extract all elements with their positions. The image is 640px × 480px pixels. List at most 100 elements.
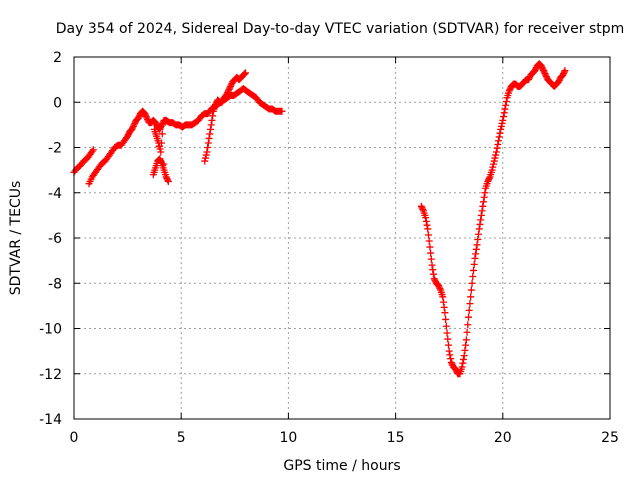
data-point xyxy=(488,166,496,174)
data-point xyxy=(128,125,136,133)
x-tick-label: 15 xyxy=(387,430,405,446)
data-point xyxy=(540,67,548,75)
data-point xyxy=(471,254,479,262)
data-point xyxy=(459,359,467,367)
data-point xyxy=(473,241,481,249)
data-point xyxy=(164,177,172,185)
data-point xyxy=(531,67,539,75)
data-point xyxy=(424,231,432,239)
data-point xyxy=(426,243,434,251)
data-point xyxy=(485,174,493,182)
data-point xyxy=(560,68,568,76)
data-point xyxy=(495,137,503,145)
y-tick-label: -12 xyxy=(39,367,62,383)
data-point xyxy=(442,315,450,323)
data-point xyxy=(227,82,235,90)
data-point xyxy=(163,174,171,182)
data-point xyxy=(469,272,477,280)
data-point xyxy=(495,133,503,141)
data-point xyxy=(157,148,165,156)
data-point xyxy=(219,97,227,105)
data-point xyxy=(497,125,505,133)
data-point xyxy=(225,85,233,93)
data-point xyxy=(278,107,286,115)
data-point xyxy=(427,255,435,263)
data-point xyxy=(462,341,470,349)
data-point xyxy=(477,216,485,224)
data-point xyxy=(490,157,498,165)
data-point xyxy=(475,225,483,233)
data-point xyxy=(480,198,488,206)
y-tick-label: -10 xyxy=(39,322,62,338)
y-axis-label: SDTVAR / TECUs xyxy=(8,181,24,296)
data-point xyxy=(444,341,452,349)
data-point xyxy=(494,140,502,148)
data-point xyxy=(204,139,212,147)
data-point xyxy=(474,236,482,244)
data-point xyxy=(472,245,480,253)
data-point xyxy=(156,145,164,153)
data-point xyxy=(429,266,437,274)
data-point xyxy=(226,84,234,92)
data-point xyxy=(501,105,509,113)
data-point xyxy=(525,76,533,84)
data-point xyxy=(201,154,209,162)
data-point xyxy=(444,335,452,343)
data-point xyxy=(141,110,149,118)
data-point xyxy=(241,70,249,78)
data-point xyxy=(448,360,456,368)
data-point xyxy=(538,64,546,72)
data-point xyxy=(423,221,431,229)
data-point xyxy=(505,87,513,95)
data-point xyxy=(130,121,138,129)
x-tick-label: 20 xyxy=(494,430,512,446)
data-point xyxy=(492,151,500,159)
data-point xyxy=(502,101,510,109)
data-point xyxy=(160,160,168,168)
data-point xyxy=(491,154,499,162)
data-points xyxy=(70,60,569,378)
data-point xyxy=(468,279,476,287)
data-point xyxy=(134,114,142,122)
series-track-a xyxy=(70,146,97,176)
data-point xyxy=(466,300,474,308)
data-point xyxy=(143,114,151,122)
data-point xyxy=(555,76,563,84)
data-point xyxy=(164,176,172,184)
data-point xyxy=(425,237,433,245)
data-point xyxy=(422,217,430,225)
x-tick-labels: 0 5 10 15 20 25 xyxy=(70,430,619,446)
data-point xyxy=(493,144,501,152)
data-point xyxy=(201,157,209,165)
data-point xyxy=(525,74,533,82)
data-point xyxy=(447,358,455,366)
data-point xyxy=(496,129,504,137)
data-point xyxy=(224,87,232,95)
data-point xyxy=(419,205,427,213)
data-point xyxy=(158,139,166,147)
data-point xyxy=(447,355,455,363)
data-point xyxy=(158,130,166,138)
data-point xyxy=(492,148,500,156)
data-point xyxy=(141,111,149,119)
data-point xyxy=(435,283,443,291)
data-point xyxy=(542,73,550,81)
data-point xyxy=(443,329,451,337)
data-point xyxy=(434,282,442,290)
data-point xyxy=(156,156,164,164)
data-point xyxy=(224,88,232,96)
data-point xyxy=(439,293,447,301)
x-tick-label: 5 xyxy=(177,430,186,446)
data-point xyxy=(418,204,426,212)
data-point xyxy=(445,347,453,355)
data-point xyxy=(124,132,132,140)
data-point xyxy=(481,189,489,197)
data-point xyxy=(207,121,215,129)
data-point xyxy=(541,70,549,78)
data-point xyxy=(223,90,231,98)
data-point xyxy=(498,119,506,127)
data-point xyxy=(470,260,478,268)
data-point xyxy=(499,116,507,124)
data-point xyxy=(502,97,510,105)
data-point xyxy=(159,121,167,129)
